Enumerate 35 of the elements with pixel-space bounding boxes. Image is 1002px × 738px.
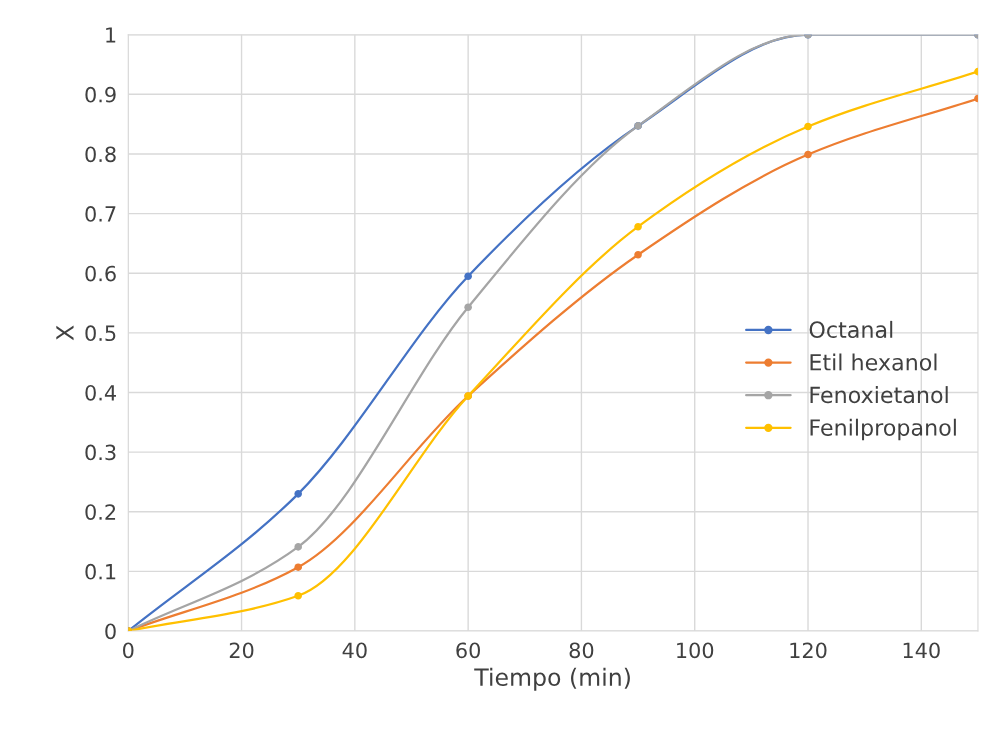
x-tick-label: 20 <box>229 642 254 659</box>
x-tick-label: 60 <box>456 642 481 659</box>
point <box>804 122 812 131</box>
y-tick-label: 0.6 <box>85 265 116 282</box>
point <box>464 303 472 311</box>
legend-label: Octanal <box>809 320 893 339</box>
x-tick-label: 80 <box>569 642 594 659</box>
point <box>294 543 302 551</box>
y-tick-label: 1 <box>106 27 116 43</box>
y-tick-label: 0.9 <box>85 86 116 103</box>
point <box>294 592 302 600</box>
x-tick-label: 100 <box>677 642 714 659</box>
point <box>464 272 472 280</box>
y-tick-label: 0 <box>105 623 116 640</box>
y-tick-label: 0.1 <box>85 563 116 580</box>
legend-label: Fenoxietanol <box>810 386 948 404</box>
y-tick-label: 0.4 <box>85 384 116 401</box>
x-tick-label: 40 <box>342 642 367 659</box>
y-tick-label: 0.7 <box>85 206 116 222</box>
y-axis-title: X <box>56 325 74 341</box>
y-tick-label: 0.5 <box>85 325 116 342</box>
y-tick-label: 0.3 <box>85 444 116 461</box>
x-tick-label: 0 <box>123 642 134 659</box>
point <box>804 150 812 159</box>
point <box>294 563 302 571</box>
y-tick-label: 0.8 <box>85 146 116 163</box>
x-axis-title: Tiempo (min) <box>474 667 630 691</box>
legend-label: Fenilpropanol <box>810 418 956 441</box>
y-tick-label: 0.2 <box>85 504 116 520</box>
point <box>634 250 642 259</box>
point <box>634 222 642 231</box>
x-tick-label: 120 <box>790 642 827 659</box>
legend-label: Etil hexanol <box>810 353 937 371</box>
x-tick-label: 140 <box>903 642 940 659</box>
point <box>294 490 302 498</box>
